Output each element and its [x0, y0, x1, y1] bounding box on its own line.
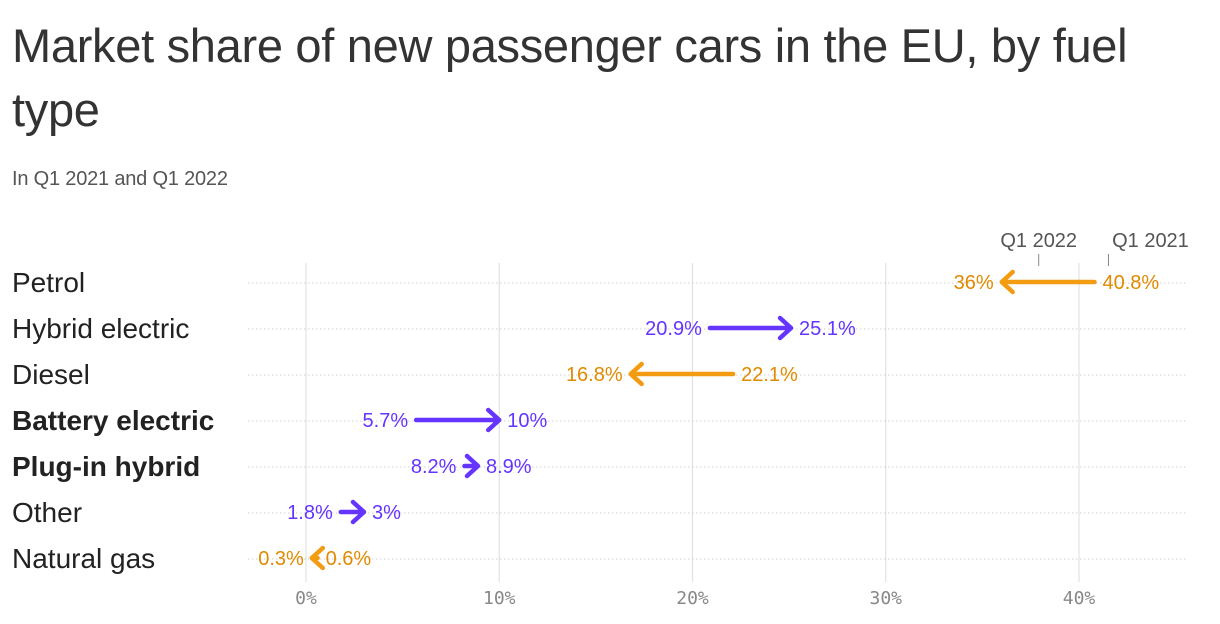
- arrow-head: [999, 269, 1015, 295]
- category-label: Petrol: [12, 267, 85, 298]
- to-value-label: 10%: [507, 410, 547, 432]
- to-value-label: 3%: [372, 502, 401, 524]
- x-tick-label: 20%: [676, 588, 709, 609]
- chart-title: Market share of new passenger cars in th…: [12, 19, 1128, 136]
- from-value-label: 1.8%: [287, 502, 333, 524]
- chart-subtitle: In Q1 2021 and Q1 2022: [12, 168, 228, 190]
- from-value-label: 0.6%: [326, 548, 372, 570]
- arrow-head: [628, 361, 644, 387]
- x-tick-label: 10%: [483, 588, 516, 609]
- from-value-label: 22.1%: [741, 364, 798, 386]
- arrow-head: [777, 315, 794, 341]
- to-value-label: 0.3%: [258, 548, 304, 570]
- from-value-label: 8.2%: [411, 456, 457, 478]
- x-tick-label: 40%: [1063, 588, 1096, 609]
- from-value-label: 5.7%: [363, 410, 409, 432]
- arrow-head: [464, 453, 481, 479]
- to-value-label: 8.9%: [486, 456, 532, 478]
- arrow-head: [309, 545, 326, 571]
- x-tick-label: 0%: [295, 588, 317, 609]
- to-value-label: 25.1%: [799, 318, 856, 340]
- arrow-head: [486, 407, 502, 433]
- marker-label-from: Q1 2021: [1112, 230, 1189, 252]
- from-value-label: 40.8%: [1102, 272, 1159, 294]
- arrow-head: [350, 499, 367, 525]
- category-label: Diesel: [12, 359, 90, 390]
- marker-label-to: Q1 2022: [1000, 230, 1077, 252]
- category-label: Other: [12, 497, 82, 528]
- to-value-label: 36%: [954, 272, 994, 294]
- category-label: Battery electric: [12, 405, 214, 436]
- to-value-label: 16.8%: [566, 364, 623, 386]
- category-label: Natural gas: [12, 543, 155, 574]
- x-tick-label: 30%: [869, 588, 902, 609]
- category-label: Plug-in hybrid: [12, 451, 200, 482]
- from-value-label: 20.9%: [645, 318, 702, 340]
- category-label: Hybrid electric: [12, 313, 189, 344]
